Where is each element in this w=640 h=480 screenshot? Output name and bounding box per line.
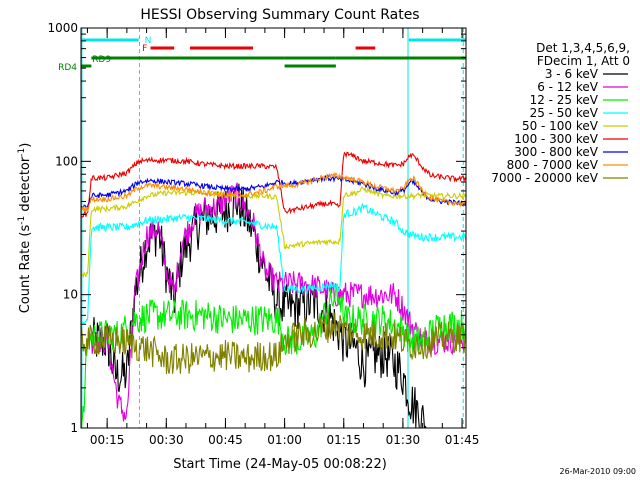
x-tick-label: 01:30 [386,433,421,447]
x-tick-label: 01:45 [445,433,480,447]
series-line-25-50-kev [81,202,466,324]
x-tick-label: 01:00 [267,433,302,447]
ylabel-mid: detector [18,156,33,216]
series-line-300-800-kev [81,173,466,210]
legend: Det 1,3,4,5,6,9, FDecim 1, Att 0 3 - 6 k… [491,41,630,185]
ylabel-sup2: -1 [17,148,27,157]
series-line-6-12-kev [90,182,466,422]
legend-header-line-1: Det 1,3,4,5,6,9, [536,41,630,55]
series-line-800-7000-kev [81,171,466,213]
legend-label: 7000 - 20000 keV [491,171,598,185]
flag-label-rd9: RD9 [92,55,111,65]
plot-area [81,28,466,428]
legend-label: 25 - 50 keV [530,106,599,120]
y-tick-label: 1000 [47,21,78,35]
legend-label: 100 - 300 keV [514,132,598,146]
y-tick-label: 1 [70,421,78,435]
x-tick-label: 01:15 [326,433,361,447]
ylabel-end: ) [18,143,33,148]
flag-label-f: F [142,44,147,54]
flag-label-rd4: RD4 [58,63,77,73]
legend-label: 300 - 800 keV [514,145,598,159]
legend-label: 6 - 12 keV [537,80,599,94]
legend-label: 3 - 6 keV [545,67,599,81]
series-line-50-100-kev [81,186,466,279]
series-line-100-300-kev [81,151,466,218]
plot-frame [80,27,467,429]
y-tick-label: 10 [63,288,78,302]
ylabel-main: Count Rate (s [18,225,33,314]
series-line-12-25-kev [81,282,466,428]
legend-label: 12 - 25 keV [530,93,599,107]
y-axis-label: Count Rate (s-1 detector-1) [17,143,33,314]
x-tick-label: 00:30 [149,433,184,447]
x-axis-label: Start Time (24-May-05 00:08:22) [173,457,387,472]
legend-label: 800 - 7000 keV [507,158,599,172]
x-tick-label: 00:15 [90,433,125,447]
ylabel-sup1: -1 [17,216,27,225]
chart-title: HESSI Observing Summary Count Rates [140,7,419,23]
series-line-3-6-kev [90,183,427,428]
y-tick-label: 100 [55,154,78,168]
flag-label-n: N [145,36,152,46]
x-tick-label: 00:45 [208,433,243,447]
legend-label: 50 - 100 keV [522,119,599,133]
timestamp: 26-Mar-2010 09:00 [560,467,637,476]
series-line-7000-20000-kev [81,311,466,375]
legend-header-line-2: FDecim 1, Att 0 [537,54,630,68]
